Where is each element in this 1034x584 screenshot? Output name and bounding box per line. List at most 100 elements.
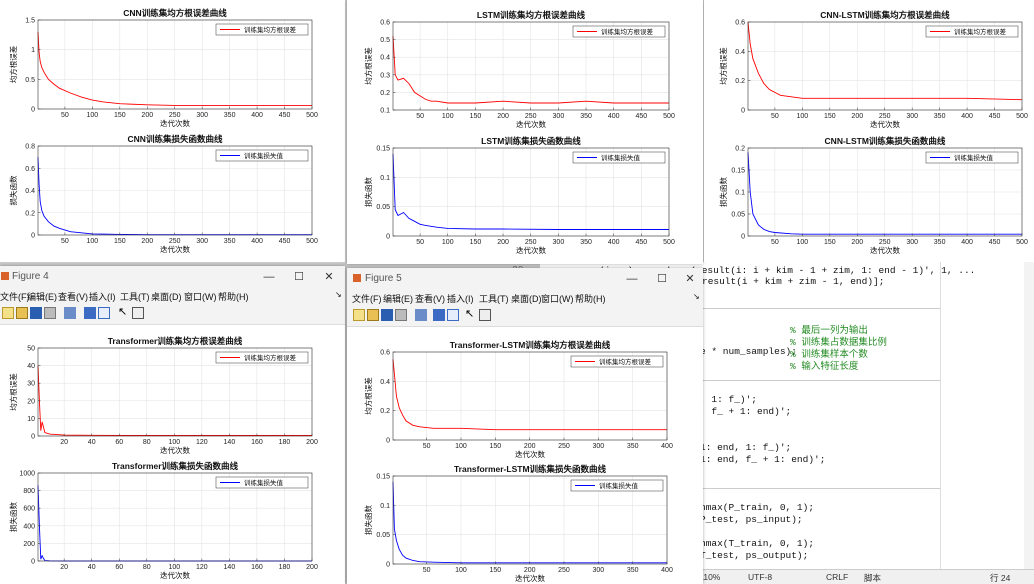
code-line[interactable]: T_test, ps_output);	[700, 550, 809, 561]
x-tick-label: 180	[279, 439, 291, 446]
minimize-button[interactable]: —	[263, 271, 275, 283]
x-tick-label: 350	[580, 239, 592, 246]
vertical-scrollbar[interactable]	[1024, 262, 1034, 570]
open-file-icon[interactable]	[367, 309, 379, 321]
code-line[interactable]: , 1: f_)';	[700, 394, 758, 405]
maximize-button[interactable]: ☐	[294, 271, 304, 283]
property-editor-icon[interactable]	[479, 309, 491, 321]
property-editor-icon[interactable]	[132, 307, 144, 319]
insert-legend-icon[interactable]	[98, 307, 110, 319]
figure-cnn-lstm[interactable]: CNN-LSTM训练集均方根误差曲线 50 100 150 200 250 300 350 40…	[704, 0, 1034, 262]
menu-window[interactable]: 窗口(W)	[541, 294, 574, 304]
x-tick-label: 160	[251, 439, 263, 446]
x-tick-label: 200	[306, 439, 318, 446]
link-plot-icon[interactable]	[415, 309, 427, 321]
figure-5-window[interactable]: Figure 5 — ☐ ✕ 文件(F) 编辑(E) 查看(V) 插入(I) 工…	[347, 268, 703, 584]
code-line[interactable]: P_test, ps_input);	[700, 514, 803, 525]
menu-window[interactable]: 窗口(W)	[184, 292, 217, 302]
print-icon[interactable]	[395, 309, 407, 321]
y-tick-label: 600	[23, 506, 35, 513]
link-plot-icon[interactable]	[64, 307, 76, 319]
code-comment[interactable]: % 训练集样本个数	[790, 349, 868, 360]
minimize-button[interactable]: —	[626, 273, 638, 285]
menu-tools[interactable]: 工具(T)	[479, 294, 509, 304]
x-tick-label: 100	[442, 239, 454, 246]
print-icon[interactable]	[44, 307, 56, 319]
legend-label: 训练集损失值	[244, 151, 284, 160]
x-axis-label: 迭代次数	[160, 445, 190, 455]
x-tick-label: 200	[141, 238, 153, 245]
menu-help[interactable]: 帮助(H)	[575, 294, 606, 304]
open-file-icon[interactable]	[16, 307, 28, 319]
menu-desktop[interactable]: 桌面(D)	[511, 294, 542, 304]
code-line[interactable]: 1: end, f_ + 1: end)';	[700, 454, 826, 465]
menu-edit[interactable]: 编辑(E)	[383, 294, 413, 304]
pointer-icon[interactable]: ↖	[465, 308, 475, 320]
x-tick-label: 140	[224, 439, 236, 446]
code-line[interactable]: 1: end, 1: f_)';	[700, 442, 792, 453]
menu-insert[interactable]: 插入(I)	[447, 294, 474, 304]
x-tick-label: 450	[636, 113, 648, 120]
save-icon[interactable]	[30, 307, 42, 319]
chart-axes: LSTM训练集损失函数曲线 50 100 150 200 250 300 350 400 450 5…	[363, 136, 675, 255]
figure-lstm[interactable]: LSTM训练集均方根误差曲线 50 100 150 200 250 300 350 400 450…	[347, 0, 703, 264]
insert-colorbar-icon[interactable]	[433, 309, 445, 321]
menu-tools[interactable]: 工具(T)	[120, 292, 150, 302]
dock-icon[interactable]: ↘	[335, 290, 342, 299]
menu-file[interactable]: 文件(F)	[352, 294, 382, 304]
x-tick-label: 20	[60, 564, 68, 571]
y-tick-label: 0.15	[376, 474, 390, 481]
y-tick-label: 10	[27, 416, 35, 423]
code-comment[interactable]: % 最后一列为输出	[790, 325, 868, 336]
code-line[interactable]: , f_ + 1: end)';	[700, 406, 792, 417]
menu-desktop[interactable]: 桌面(D)	[151, 292, 182, 302]
window-titlebar[interactable]: Figure 5 — ☐ ✕	[347, 268, 703, 290]
menu-view[interactable]: 查看(V)	[415, 294, 445, 304]
menu-file[interactable]: 文件(F)	[0, 292, 30, 302]
y-tick-label: 0.2	[735, 78, 745, 85]
code-line[interactable]: e * num_samples);	[700, 346, 797, 357]
chart-title: CNN训练集损失函数曲线	[128, 134, 223, 144]
insert-colorbar-icon[interactable]	[84, 307, 96, 319]
menu-edit[interactable]: 编辑(E)	[27, 292, 57, 302]
x-tick-label: 400	[661, 567, 673, 574]
legend-box	[570, 355, 664, 368]
dock-icon[interactable]: ↘	[693, 292, 700, 301]
insert-legend-icon[interactable]	[447, 309, 459, 321]
y-tick-label: 1	[31, 47, 35, 54]
series-line	[37, 31, 312, 106]
y-tick-label: 1.5	[25, 18, 35, 25]
window-titlebar[interactable]: Figure 4 — ☐ ✕	[0, 266, 345, 288]
menu-help[interactable]: 帮助(H)	[218, 292, 249, 302]
window-title: Figure 4	[12, 271, 49, 282]
figure-cnn[interactable]: CNN训练集均方根误差曲线 50 100 150 200 250 300 350 400 450 5…	[0, 0, 345, 262]
axes-box	[392, 21, 670, 111]
menu-view[interactable]: 查看(V)	[58, 292, 88, 302]
x-tick-label: 500	[1016, 113, 1028, 120]
menu-insert[interactable]: 插入(I)	[89, 292, 116, 302]
legend-label: 训练集均方根误差	[599, 357, 652, 366]
new-figure-icon[interactable]	[2, 307, 14, 319]
code-line[interactable]: nmax(T_train, 0, 1);	[700, 538, 815, 549]
code-line[interactable]: result(i + kim + zim - 1, end)];	[702, 276, 885, 287]
y-tick-label: 0	[31, 434, 35, 441]
figure-4-window[interactable]: Figure 4 — ☐ ✕ 文件(F) 编辑(E) 查看(V) 插入(I) 工…	[0, 266, 345, 584]
x-tick-label: 300	[592, 443, 604, 450]
pointer-icon[interactable]: ↖	[118, 306, 128, 318]
new-figure-icon[interactable]	[353, 309, 365, 321]
code-line[interactable]: nmax(P_train, 0, 1);	[700, 502, 815, 513]
x-axis-label: 迭代次数	[160, 118, 190, 128]
legend-label: 训练集损失值	[599, 481, 639, 490]
x-tick-label: 500	[663, 239, 675, 246]
save-icon[interactable]	[381, 309, 393, 321]
maximize-button[interactable]: ☐	[657, 273, 667, 285]
code-comment[interactable]: % 训练集占数据集比例	[790, 337, 887, 348]
series-line	[747, 152, 1022, 235]
y-axis-label: 均方根误差	[8, 45, 18, 83]
y-tick-label: 20	[27, 398, 35, 405]
code-comment[interactable]: % 输入特征长度	[790, 361, 859, 372]
close-button[interactable]: ✕	[324, 271, 334, 283]
close-button[interactable]: ✕	[685, 273, 695, 285]
transformer-lstm-plot: Transformer-LSTM训练集均方根误差曲线 50 100 150 200 250…	[363, 340, 673, 583]
